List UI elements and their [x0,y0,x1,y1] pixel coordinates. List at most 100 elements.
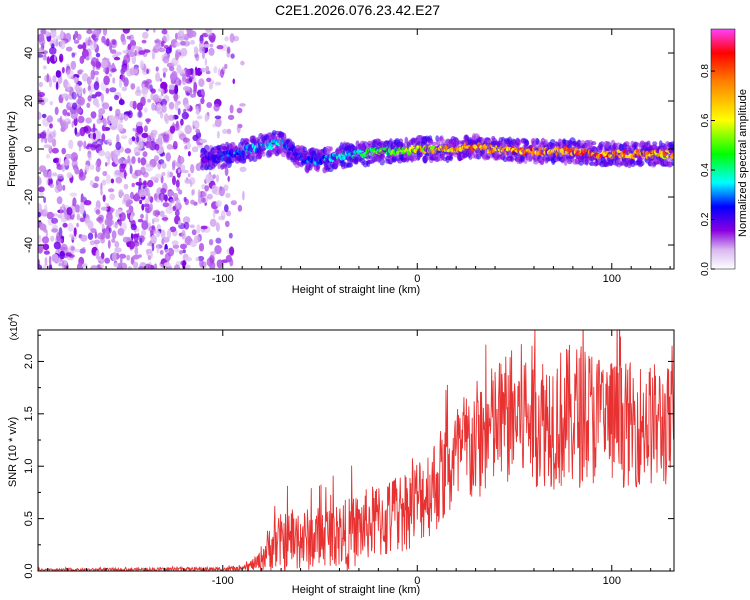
noise-speckle [49,213,55,218]
noise-speckle [100,206,108,211]
noise-speckle [131,182,135,188]
noise-speckle [162,32,170,43]
noise-speckle [159,78,163,82]
noise-speckle [153,155,160,162]
ridge-halo [230,142,236,147]
noise-speckle [92,98,99,106]
noise-speckle [172,192,179,199]
noise-speckle [145,29,149,32]
noise-speckle [74,127,78,135]
noise-speckle [71,120,74,128]
noise-speckle [132,261,139,269]
noise-speckle [156,103,162,109]
noise-speckle [209,261,216,269]
noise-speckle [206,102,213,108]
y-tick-label: 0.5 [23,511,35,526]
noise-speckle [150,176,158,181]
noise-speckle [160,193,164,203]
noise-speckle [169,72,177,82]
noise-speckle [126,35,131,40]
noise-speckle [83,200,92,206]
ridge-halo [543,139,548,147]
noise-speckle [87,153,92,161]
noise-speckle [101,223,105,230]
noise-speckle [85,117,92,124]
noise-speckle [163,113,169,123]
noise-speckle [100,264,105,268]
noise-speckle [92,132,96,140]
noise-speckle [230,200,237,206]
noise-speckle [224,204,229,213]
noise-speckle [190,199,195,205]
noise-speckle [128,137,133,146]
noise-speckle [228,232,233,239]
noise-speckle [178,79,182,86]
noise-speckle [104,257,110,264]
ridge-halo [671,158,674,166]
noise-speckle [135,181,143,186]
noise-speckle [197,195,203,204]
noise-speckle [39,223,47,231]
noise-speckle [114,221,119,229]
noise-speckle [136,125,144,134]
noise-speckle [67,120,71,125]
noise-speckle [180,47,188,57]
noise-speckle [95,52,101,58]
noise-speckle [181,169,189,174]
noise-speckle [119,78,122,89]
noise-speckle [175,42,181,47]
noise-speckle [52,172,58,177]
noise-speckle [109,87,117,93]
noise-speckle [151,102,156,111]
noise-speckle [199,259,204,268]
ridge-halo [638,160,645,167]
noise-speckle [161,162,167,169]
noise-speckle [95,91,102,97]
noise-speckle [165,206,174,214]
noise-speckle [42,65,47,70]
ridge-core [671,152,674,156]
noise-speckle [40,29,47,35]
noise-speckle [93,239,101,245]
noise-speckle [77,44,83,50]
noise-speckle [61,262,66,269]
ridge-halo [533,159,539,165]
noise-speckle [205,29,213,33]
y-tick-label: 1.5 [23,406,35,421]
noise-speckle [227,114,235,120]
noise-speckle [82,87,86,95]
noise-speckle [56,35,62,40]
noise-speckle [42,55,47,61]
noise-speckle [43,51,47,57]
noise-speckle [169,66,175,72]
noise-speckle [102,29,108,36]
noise-speckle [64,158,70,166]
noise-speckle [121,74,126,83]
noise-speckle [189,224,195,229]
noise-speckle [174,209,180,217]
noise-speckle [44,204,48,214]
noise-speckle [214,81,222,86]
noise-speckle [61,147,66,155]
ridge-halo [315,164,320,171]
noise-speckle [107,188,115,193]
noise-speckle [206,77,212,83]
noise-speckle [215,200,222,208]
noise-speckle [127,155,131,164]
snr-marks [38,330,674,571]
noise-speckle [55,38,59,47]
noise-speckle [101,252,105,260]
noise-speckle [210,251,217,256]
noise-speckle [172,165,176,171]
noise-speckle [141,87,149,95]
noise-speckle [86,102,91,109]
noise-speckle [104,218,112,226]
noise-speckle [100,182,103,192]
noise-speckle [49,183,55,188]
ridge-halo [329,146,333,152]
noise-speckle [212,209,216,219]
noise-speckle [68,139,74,150]
noise-speckle [131,136,136,142]
spectrogram-x-label: Height of straight line (km) [292,284,420,296]
noise-speckle [88,54,93,60]
